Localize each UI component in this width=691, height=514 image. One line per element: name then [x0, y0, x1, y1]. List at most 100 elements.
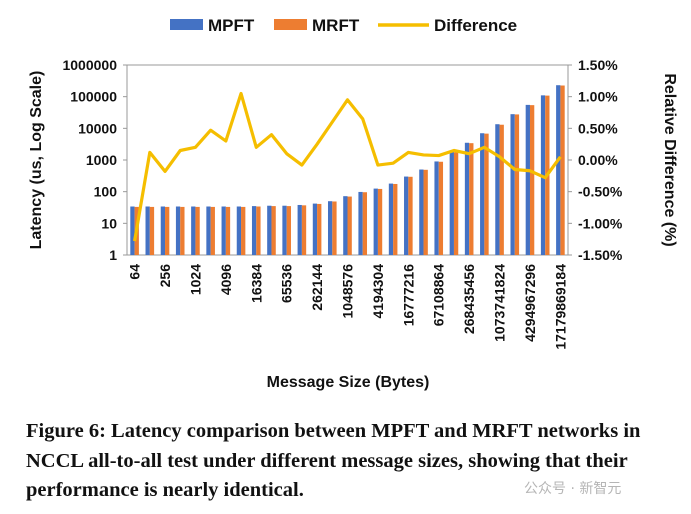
right-axis-label: Relative Difference (%) — [661, 73, 678, 246]
bar-mpft-65536 — [282, 205, 287, 255]
bar-mpft-16384 — [251, 206, 257, 255]
bar-mrft-1073741824 — [499, 124, 504, 255]
bar-mpft-32768 — [267, 205, 272, 255]
legend-label-mrft: MRFT — [312, 16, 360, 35]
figure-caption: Figure 6: Latency comparison between MPF… — [26, 420, 641, 501]
left-tick-label: 1 — [109, 247, 117, 263]
x-tick-label: 16384 — [248, 264, 264, 303]
bar-mpft-4294967296 — [525, 104, 530, 255]
bar-mrft-268435456 — [469, 143, 474, 255]
left-axis-ticks: 1 10 100 1000 10000 100000 1000000 — [62, 57, 127, 263]
right-tick-label: 1.50% — [578, 57, 618, 73]
left-tick-label: 1000 — [86, 152, 117, 168]
chart-legend: MPFT MRFT Difference — [170, 16, 517, 35]
bar-mpft-1048576 — [343, 196, 348, 255]
x-tick-label: 16777216 — [400, 264, 416, 327]
bar-mrft-4194304 — [377, 188, 383, 255]
right-tick-label: 0.50% — [578, 120, 618, 136]
x-tick-label: 1073741824 — [492, 264, 508, 342]
bar-mpft-2097152 — [358, 191, 363, 255]
bar-mrft-2048 — [210, 206, 215, 255]
x-axis-ticks: 64 256 1024 4096 16384 65536 262144 1048576 4194… — [127, 264, 569, 350]
right-tick-label: -1.50% — [578, 247, 623, 263]
bar-mpft-1024 — [191, 206, 196, 255]
bar-mpft-1073741824 — [495, 124, 500, 256]
bar-mpft-131072 — [297, 204, 302, 255]
bar-mpft-512 — [175, 206, 181, 255]
bar-mrft-134217728 — [453, 152, 459, 255]
left-tick-label: 10000 — [78, 120, 117, 136]
bar-mpft-2048 — [206, 206, 211, 255]
x-tick-label: 17179869184 — [552, 264, 568, 350]
bar-mrft-1024 — [195, 206, 200, 255]
bar-mrft-65536 — [286, 206, 291, 255]
bar-mrft-16777216 — [408, 176, 413, 255]
bar-mpft-2147483648 — [510, 114, 515, 255]
bar-mrft-524288 — [332, 201, 337, 255]
x-tick-label: 1048576 — [340, 264, 356, 319]
bar-series-group — [130, 85, 565, 256]
latency-chart: MPFT MRFT Difference 1 10 100 1000 10000 100000… — [28, 16, 678, 391]
bar-mrft-17179869184 — [560, 85, 565, 255]
bar-mrft-262144 — [317, 203, 322, 255]
difference-line — [133, 91, 562, 242]
bar-mrft-67108864 — [438, 161, 444, 255]
bar-mrft-33554432 — [423, 169, 428, 255]
x-tick-label: 256 — [157, 264, 173, 288]
bar-mrft-8388608 — [393, 183, 398, 255]
bar-mpft-17179869184 — [556, 85, 561, 256]
legend-swatch-mrft — [274, 19, 307, 30]
x-tick-label: 4096 — [218, 264, 234, 295]
bar-mpft-256 — [160, 206, 166, 255]
bar-mpft-8388608 — [388, 183, 394, 255]
x-tick-label: 1024 — [187, 264, 203, 295]
bar-mpft-536870912 — [480, 133, 485, 255]
bar-mrft-128 — [149, 206, 155, 255]
bar-mrft-8192 — [241, 206, 246, 255]
x-axis-label: Message Size (Bytes) — [267, 374, 430, 391]
bar-mrft-131072 — [301, 205, 307, 255]
difference-line-group — [133, 91, 562, 242]
bar-mrft-536870912 — [484, 133, 489, 255]
x-tick-label: 4294967296 — [522, 264, 538, 342]
x-tick-label: 67108864 — [431, 264, 447, 327]
x-tick-label: 65536 — [279, 264, 295, 303]
bar-mpft-67108864 — [434, 161, 439, 255]
bar-mrft-32768 — [271, 206, 276, 255]
legend-label-difference: Difference — [434, 16, 517, 35]
right-tick-label: -1.00% — [578, 215, 623, 231]
bar-mpft-268435456 — [464, 142, 470, 255]
bar-mpft-33554432 — [419, 169, 424, 255]
bar-mpft-134217728 — [449, 151, 454, 255]
bar-mrft-4294967296 — [529, 105, 535, 255]
legend-label-mpft: MPFT — [208, 16, 255, 35]
right-tick-label: 0.00% — [578, 152, 618, 168]
bar-mpft-64 — [130, 206, 135, 255]
bar-mrft-512 — [180, 206, 185, 255]
bar-mpft-4096 — [221, 206, 226, 255]
bar-mrft-1048576 — [347, 196, 352, 255]
left-tick-label: 1000000 — [62, 57, 117, 73]
bar-mpft-4194304 — [373, 188, 378, 255]
x-tick-label: 268435456 — [461, 264, 477, 334]
left-axis-label: Latency (us, Log Scale) — [28, 71, 45, 250]
bar-mpft-262144 — [312, 203, 318, 255]
left-tick-label: 100 — [94, 184, 118, 200]
bar-mrft-2147483648 — [514, 114, 520, 255]
bar-mpft-8192 — [236, 206, 242, 255]
x-tick-label: 262144 — [309, 264, 325, 311]
legend-swatch-mpft — [170, 19, 203, 30]
bar-mpft-524288 — [327, 201, 333, 255]
bar-mpft-128 — [145, 206, 150, 255]
watermark: 公众号 · 新智元 — [524, 481, 622, 497]
bar-mpft-16777216 — [404, 176, 409, 255]
left-tick-label: 10 — [101, 215, 117, 231]
bar-mrft-2097152 — [362, 192, 368, 255]
x-tick-label: 64 — [127, 264, 143, 280]
right-tick-label: -0.50% — [578, 184, 623, 200]
right-axis-ticks: -1.50% -1.00% -0.50% 0.00% 0.50% 1.00% 1.50% — [568, 57, 623, 263]
left-tick-label: 100000 — [70, 89, 117, 105]
bar-mrft-4096 — [225, 206, 231, 255]
x-tick-label: 4194304 — [370, 264, 386, 319]
right-tick-label: 1.00% — [578, 89, 618, 105]
